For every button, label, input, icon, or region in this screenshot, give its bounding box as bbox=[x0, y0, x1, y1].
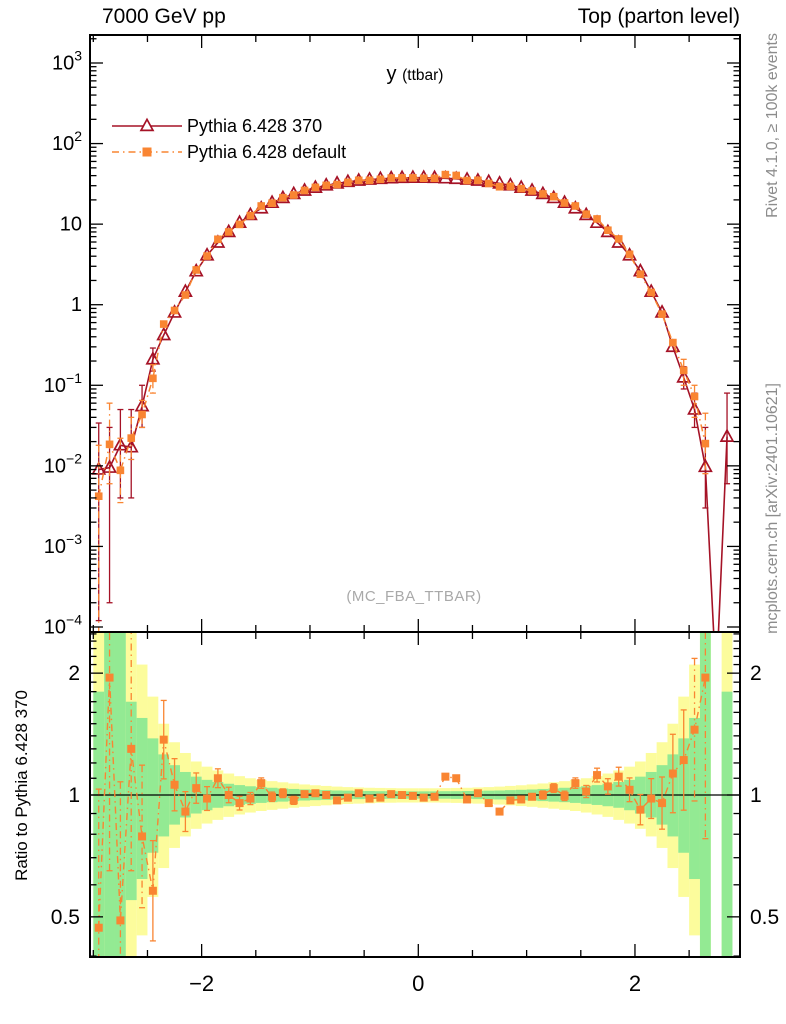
svg-text:102: 102 bbox=[52, 128, 82, 155]
legend-label-pythia-370: Pythia 6.428 370 bbox=[187, 116, 323, 136]
plot-title-main: y bbox=[386, 63, 397, 85]
svg-text:0.5: 0.5 bbox=[51, 906, 80, 929]
svg-text:2: 2 bbox=[629, 971, 641, 996]
svg-text:1: 1 bbox=[68, 784, 80, 807]
main-error-bars bbox=[95, 347, 731, 622]
svg-text:1: 1 bbox=[750, 784, 762, 807]
axis-ticks bbox=[90, 35, 740, 957]
ratio-band-yellow bbox=[93, 633, 733, 956]
plot-title: y (ttbar) bbox=[387, 63, 444, 86]
main-error-bars bbox=[95, 358, 709, 631]
header-process: Top (parton level) bbox=[577, 5, 740, 28]
svg-text:10−1: 10−1 bbox=[44, 370, 82, 397]
rivet-version-note: Rivet 4.1.0, ≥ 100k events bbox=[764, 33, 781, 218]
ratio-axis-title: Ratio to Pythia 6.428 370 bbox=[12, 690, 31, 881]
ratio-band-green bbox=[93, 633, 733, 956]
svg-text:2: 2 bbox=[750, 662, 762, 685]
svg-text:1: 1 bbox=[71, 294, 82, 316]
svg-text:0: 0 bbox=[412, 971, 424, 996]
series-default-markers bbox=[94, 170, 710, 501]
svg-text:10−2: 10−2 bbox=[44, 450, 82, 477]
ratio-panel-frame bbox=[89, 631, 741, 958]
series-370-markers bbox=[91, 169, 735, 475]
svg-text:10−4: 10−4 bbox=[44, 611, 82, 638]
svg-text:2: 2 bbox=[68, 662, 80, 685]
legend-marker-samples bbox=[112, 117, 182, 157]
plot-title-sub: (ttbar) bbox=[402, 67, 444, 84]
analysis-watermark: (MC_FBA_TTBAR) bbox=[346, 588, 482, 605]
legend-label-pythia-default: Pythia 6.428 default bbox=[187, 142, 347, 162]
svg-text:−2: −2 bbox=[189, 971, 214, 996]
svg-text:10: 10 bbox=[60, 214, 82, 236]
svg-text:0.5: 0.5 bbox=[750, 906, 779, 929]
svg-text:103: 103 bbox=[52, 48, 82, 75]
svg-text:10−3: 10−3 bbox=[44, 531, 82, 558]
ratio-series-markers bbox=[94, 673, 710, 932]
header-beam-energy: 7000 GeV pp bbox=[102, 5, 226, 28]
mcplots-arxiv-note: mcplots.cern.ch [arXiv:2401.10621] bbox=[764, 383, 781, 634]
series-default-line bbox=[97, 173, 707, 497]
